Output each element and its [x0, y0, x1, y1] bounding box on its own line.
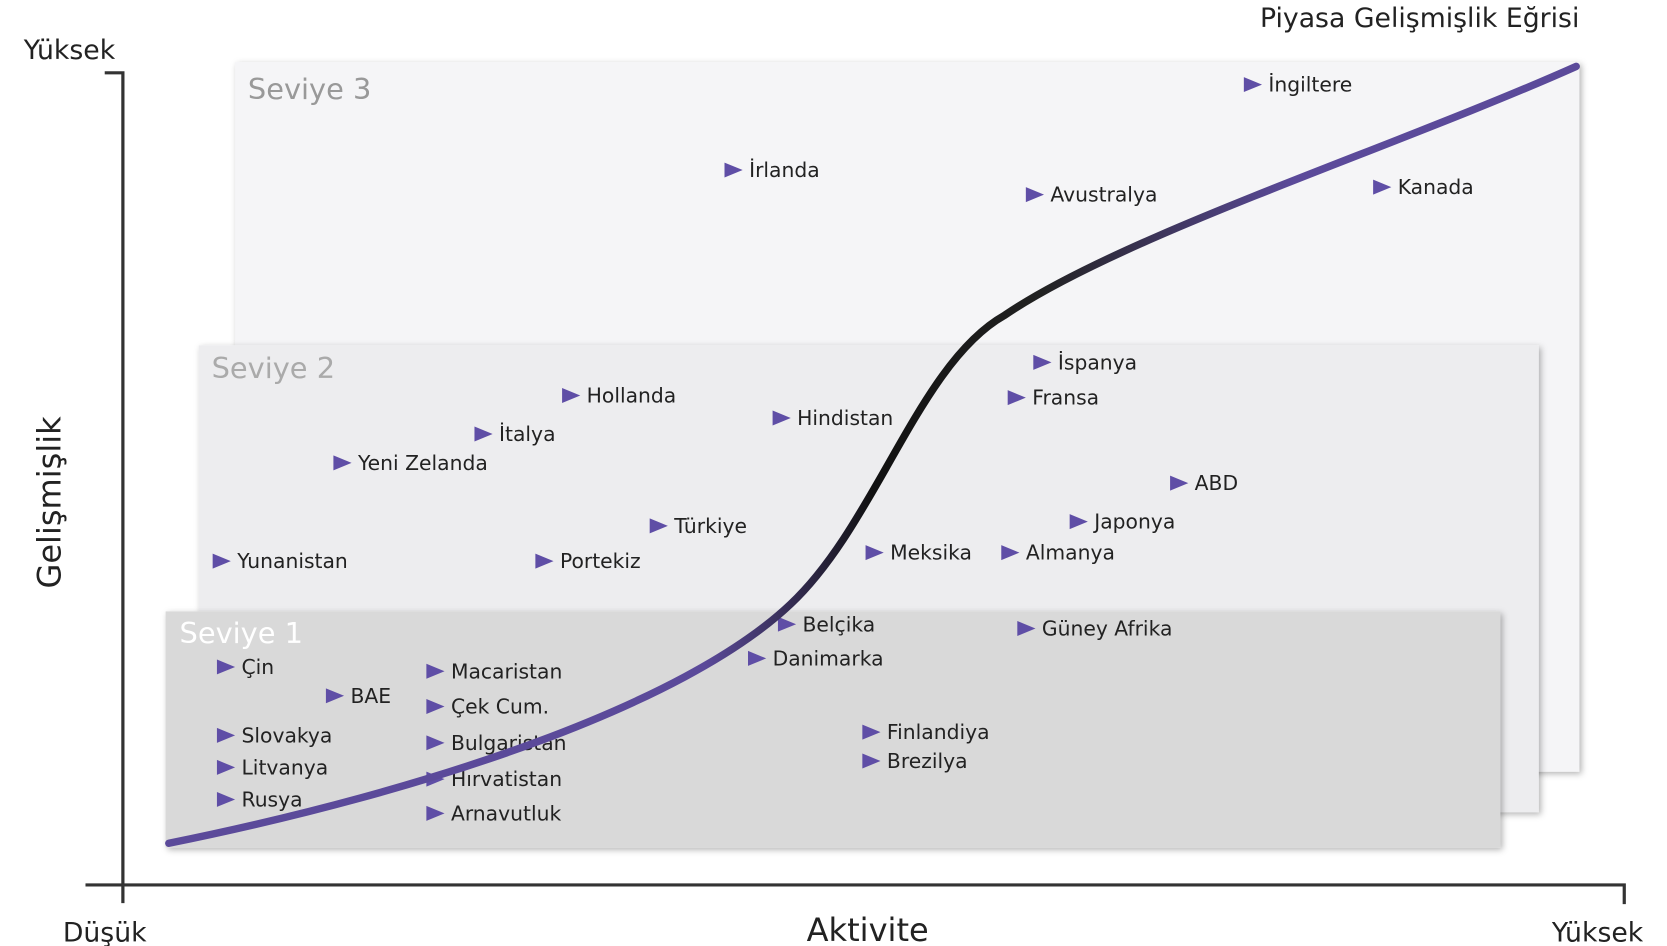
country: Belçika [803, 612, 876, 636]
level-name: Seviye 1 [180, 616, 303, 650]
marker [1017, 620, 1036, 636]
level-name: Seviye 2 [212, 351, 335, 385]
country: Meksika [890, 541, 972, 565]
country: Macaristan [451, 659, 562, 683]
country: Portekiz [560, 549, 641, 573]
marker [862, 724, 881, 740]
marker [724, 162, 743, 178]
country: Almanya [1026, 541, 1115, 565]
labels: Seviye 3 İngiltere İrlanda Avustralya Kanada… [180, 72, 1474, 826]
country: Kanada [1398, 175, 1474, 199]
country: Çek Cum. [451, 695, 549, 719]
marker [216, 791, 236, 807]
marker [1170, 475, 1189, 491]
country: Hindistan [797, 406, 893, 430]
country: BAE [350, 684, 391, 708]
country: Arnavutluk [451, 801, 562, 825]
x-axis-low: Düşük [63, 918, 147, 946]
title: Piyasa Gelişmişlik Eğrisi [1260, 3, 1579, 34]
country: Türkiye [673, 514, 747, 538]
country: İrlanda [749, 157, 820, 182]
level-name: Seviye 3 [248, 72, 371, 106]
marker [474, 426, 493, 442]
country: Slovakya [242, 723, 333, 747]
country: Danimarka [773, 646, 884, 670]
marker [1033, 354, 1052, 370]
x-axis-label: Aktivite [807, 911, 929, 946]
country: Avustralya [1050, 183, 1157, 207]
y-axis [104, 71, 125, 904]
country: ABD [1195, 471, 1238, 495]
country: Çin [242, 655, 275, 679]
country: İngiltere [1268, 72, 1352, 97]
axes [85, 71, 1626, 905]
marker [862, 753, 881, 769]
marker [865, 545, 884, 561]
marker [649, 518, 668, 534]
marker [1069, 514, 1088, 530]
country: İspanya [1058, 349, 1137, 374]
country: Hırvatistan [451, 767, 562, 791]
y-axis-high: Yüksek [23, 35, 116, 66]
panels [165, 62, 1580, 848]
marker [1001, 545, 1020, 561]
country: Japonya [1092, 510, 1175, 534]
development-curve [165, 62, 1580, 848]
marker [535, 553, 554, 569]
marker [1373, 179, 1392, 195]
marker [1007, 390, 1026, 406]
marker [325, 688, 345, 704]
x-axis-high: Yüksek [1551, 918, 1644, 946]
marker [748, 650, 767, 666]
marker [333, 455, 352, 471]
country: Hollanda [587, 384, 677, 408]
marker [426, 699, 445, 714]
country: Litvanya [242, 755, 329, 779]
country: İtalya [499, 421, 555, 446]
marker [426, 735, 445, 751]
marker [216, 759, 236, 775]
country: Yunanistan [236, 549, 348, 573]
level-1-panel [165, 611, 1501, 848]
marker [772, 410, 791, 426]
y-axis-label: Gelişmişlik [30, 416, 68, 589]
marker [212, 553, 231, 569]
marker [216, 659, 236, 675]
country: Rusya [242, 788, 303, 812]
country: Güney Afrika [1042, 617, 1173, 641]
country: Finlandiya [887, 720, 990, 744]
marker [562, 388, 581, 404]
country: Fransa [1032, 386, 1099, 410]
x-axis [85, 883, 1626, 905]
country: Brezilya [887, 749, 968, 773]
marker [426, 663, 445, 679]
marker [1025, 187, 1045, 203]
marker [1243, 77, 1263, 93]
marker [777, 616, 797, 632]
country: Yeni Zelanda [357, 451, 488, 475]
marker [216, 727, 236, 743]
marker [426, 805, 445, 821]
